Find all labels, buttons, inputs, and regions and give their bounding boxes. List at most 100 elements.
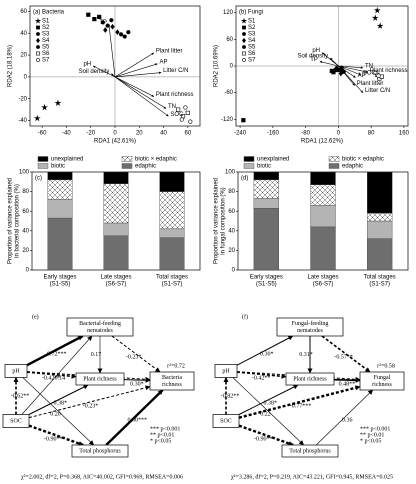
path-coefficient: 0.22 [260, 412, 271, 418]
legend-label: S7 [42, 58, 50, 64]
bar-segment [310, 226, 336, 271]
point [115, 29, 120, 36]
vector-label: Litter C/N [163, 68, 188, 74]
x-tick-label: Early stages [250, 275, 283, 281]
path-coefficient: -0.90*** [44, 436, 66, 442]
bar-segment [159, 191, 185, 230]
point [183, 105, 188, 110]
vector-label: Soil density [298, 54, 329, 60]
bar-segment [253, 208, 280, 271]
legend-label: S1 [248, 19, 256, 25]
point [329, 68, 334, 73]
path-coefficient: -0.23* [83, 403, 99, 409]
bar-segment [310, 171, 336, 185]
x-tick-label: 160 [399, 131, 410, 137]
vector-arrow [114, 76, 155, 97]
x-axis-label: RDA1 (42.61%) [94, 139, 136, 145]
point [33, 114, 41, 122]
path-coefficient: 0.30* [130, 381, 144, 387]
y-tick-label: -40 [18, 118, 27, 124]
legend-marker [242, 37, 246, 44]
legend-marker [242, 51, 246, 56]
legend-label: edaphic [342, 164, 363, 170]
variable-box [285, 372, 335, 386]
vector-arrow [338, 65, 369, 73]
variable-box [281, 444, 339, 458]
bar-segment [47, 171, 73, 181]
significance-key: * p<0.05 [150, 438, 171, 444]
panel-title: (a) Bacteria [33, 10, 65, 16]
path-arrow [28, 384, 89, 415]
x-tick-label: (S1-S7) [369, 282, 390, 288]
x-tick-label: Total stages [156, 275, 188, 281]
y-tick-label: 20 [228, 248, 235, 254]
x-tick-label: -240 [234, 131, 247, 137]
vector-label: TN [168, 104, 176, 110]
variable-label: Fungal [374, 375, 391, 381]
bar-segment [367, 238, 393, 271]
legend-label: biotic [51, 164, 65, 170]
point [103, 27, 108, 33]
bar-segment [47, 199, 73, 219]
variable-box [212, 414, 240, 428]
bar-segment [103, 171, 129, 184]
point [110, 23, 115, 30]
y-tick-label: 60 [226, 37, 233, 43]
path-arrow [236, 335, 294, 366]
point [41, 103, 48, 111]
path-arrow [28, 385, 151, 419]
vector-label: pH [312, 48, 320, 54]
variable-box [214, 364, 238, 378]
panel-label: (e) [32, 313, 39, 320]
variable-box [2, 414, 30, 428]
vector-arrow [114, 71, 162, 78]
point [97, 14, 102, 20]
vector-arrow [338, 65, 356, 78]
vector-label: SOC [363, 70, 377, 76]
vector-label: Plant richness [370, 68, 408, 74]
vector-arrow [107, 24, 116, 77]
y-axis-label: RDA2 (18.18%) [8, 45, 14, 87]
point [122, 34, 127, 39]
point [241, 118, 246, 123]
bar-segment [310, 205, 336, 228]
path-arrow [236, 371, 287, 379]
point [118, 32, 124, 37]
panel-title: (c) [35, 176, 42, 182]
legend-swatch [121, 156, 133, 162]
variable-box [71, 444, 129, 458]
x-tick-label: Late stages [100, 275, 131, 281]
path-coefficient: 0.17 [91, 352, 102, 358]
vector-arrow [338, 65, 362, 76]
point [376, 73, 381, 78]
vector-arrow [114, 76, 169, 117]
legend-label: S1 [42, 19, 50, 25]
variable-box [4, 364, 28, 378]
legend-label: S7 [248, 58, 256, 64]
x-tick-label: 80 [368, 131, 375, 137]
path-arrow [105, 389, 164, 446]
path-coefficient: 0.38* [264, 401, 278, 407]
vector-arrow [338, 65, 364, 69]
path-arrow [28, 424, 84, 447]
y-tick-label: 20 [22, 248, 29, 254]
point [109, 18, 114, 23]
bar-segment [159, 228, 185, 238]
variable-label: Total phosphorus [79, 448, 121, 454]
variable-label: nematodes [87, 328, 113, 334]
y-axis-label: in fungal composition (%) [221, 187, 227, 254]
variable-label: SOC [220, 418, 232, 424]
vector-label: Plant litter [357, 81, 384, 87]
legend-label: S6 [248, 51, 256, 57]
vector-arrow [114, 63, 158, 78]
bar-segment [367, 220, 393, 239]
legend-label: S3 [248, 32, 256, 38]
legend-label: S5 [248, 45, 256, 51]
panel-title: (b) Fungi [239, 10, 263, 16]
legend-marker [242, 32, 246, 36]
variable-label: Total phosphorus [289, 448, 331, 454]
bar-segment [47, 179, 73, 200]
vector-arrow [111, 73, 116, 78]
path-coefficient: 0.31* [299, 352, 313, 358]
